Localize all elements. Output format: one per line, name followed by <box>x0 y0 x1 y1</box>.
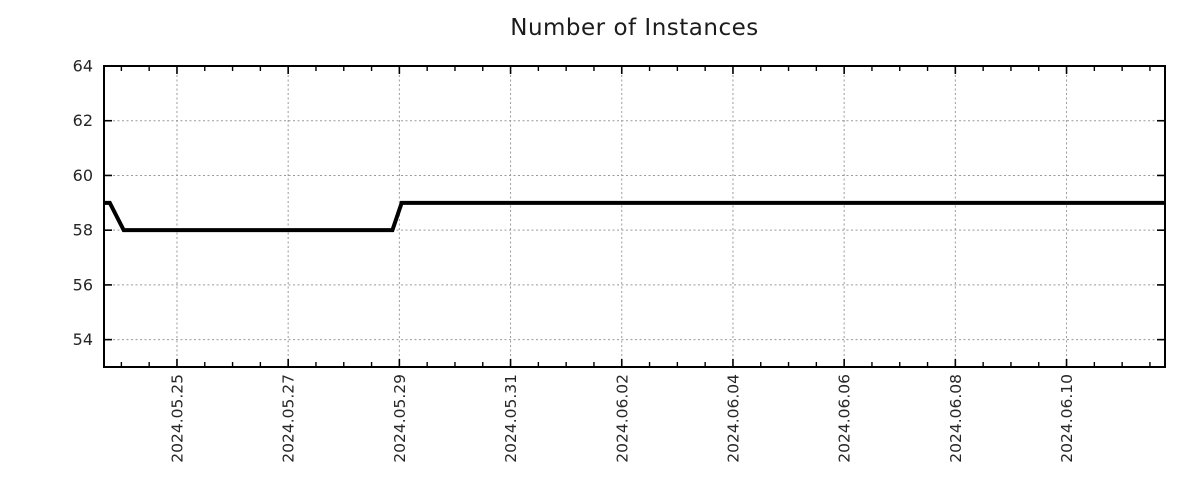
y-tick-label: 58 <box>73 221 93 240</box>
chart-title: Number of Instances <box>510 15 759 41</box>
y-tick-label: 54 <box>73 330 93 349</box>
x-tick-label: 2024.06.08 <box>947 374 965 463</box>
y-tick-label: 56 <box>73 275 93 294</box>
x-tick-label: 2024.05.31 <box>502 374 520 463</box>
x-tick-label: 2024.05.27 <box>280 374 298 463</box>
y-tick-label: 62 <box>73 111 93 130</box>
x-tick-label: 2024.05.29 <box>391 374 409 463</box>
plot-border <box>103 65 1166 368</box>
y-tick-label: 64 <box>73 57 93 76</box>
x-tick-label: 2024.06.06 <box>836 374 854 463</box>
x-tick-label: 2024.06.04 <box>724 374 742 463</box>
y-tick-label: 60 <box>73 166 93 185</box>
x-tick-label: 2024.06.02 <box>613 374 631 463</box>
x-tick-label: 2024.05.25 <box>168 374 186 463</box>
series-line-instances <box>104 200 1165 233</box>
x-tick-label: 2024.06.10 <box>1058 374 1076 463</box>
